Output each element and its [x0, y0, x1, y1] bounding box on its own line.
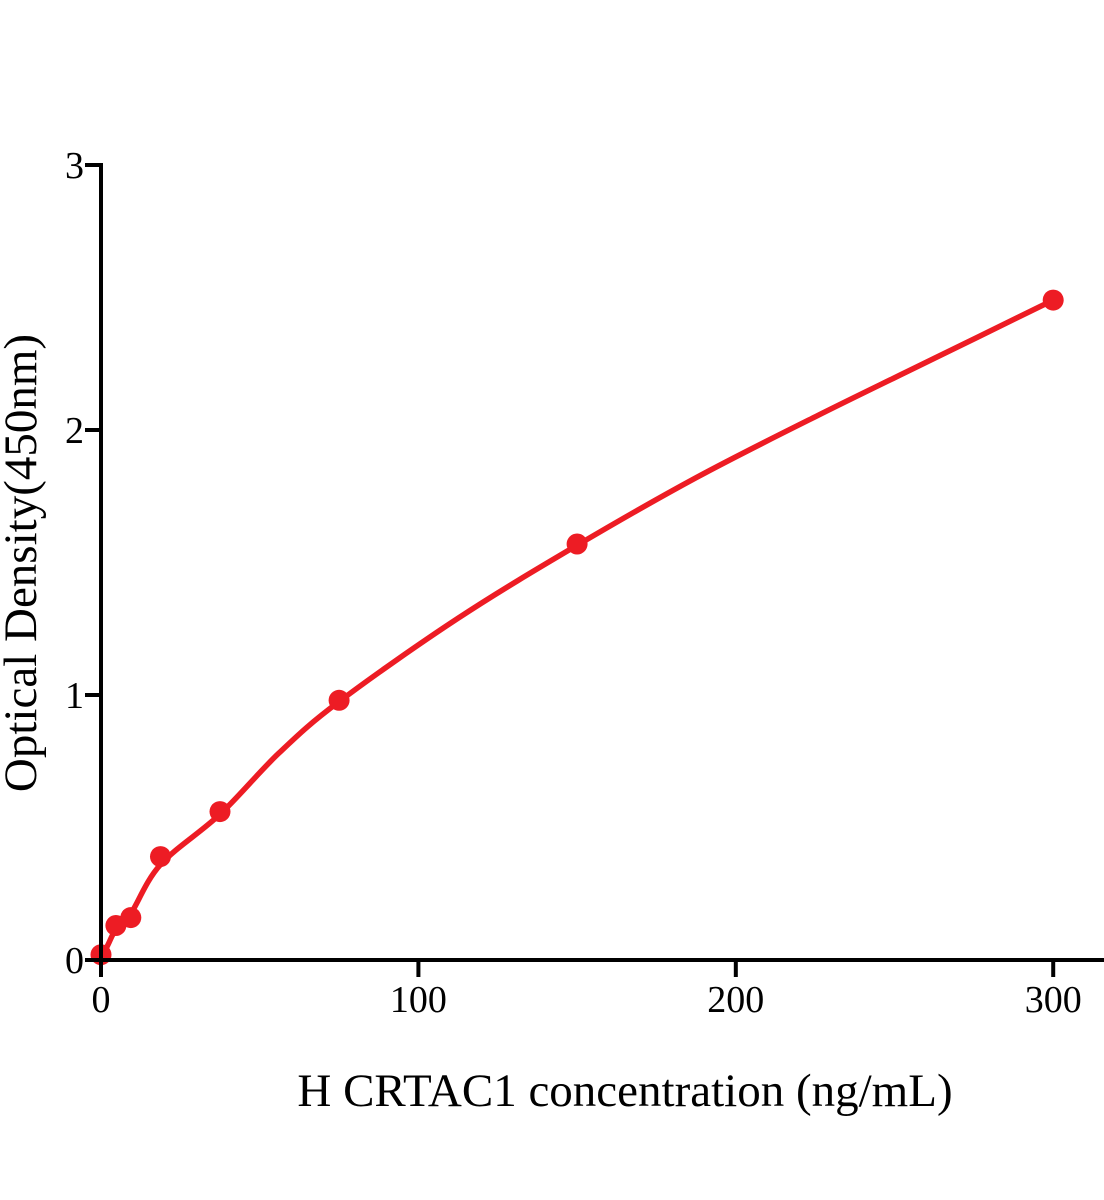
data-point [328, 689, 350, 711]
data-point [150, 846, 171, 868]
data-point [566, 533, 588, 555]
data-point [209, 801, 231, 823]
fit-curve-line [98, 297, 1056, 963]
y-tick-label: 1 [65, 675, 84, 717]
y-tick-label: 0 [65, 940, 84, 982]
data-point [1042, 289, 1064, 311]
x-tick-label: 200 [707, 979, 764, 1021]
data-point [120, 907, 142, 929]
x-tick-label: 300 [1025, 979, 1082, 1021]
chart-generated-layer: 0 100 200 300 0 1 2 3 [65, 145, 1104, 1021]
x-tick-label: 100 [390, 979, 447, 1021]
x-axis-title: H CRTAC1 concentration (ng/mL) [297, 1065, 952, 1117]
y-tick-label: 2 [65, 410, 84, 452]
x-tick-label: 0 [92, 979, 111, 1021]
y-axis-title: Optical Density(450nm) [0, 334, 47, 792]
y-tick-label: 3 [65, 145, 84, 187]
